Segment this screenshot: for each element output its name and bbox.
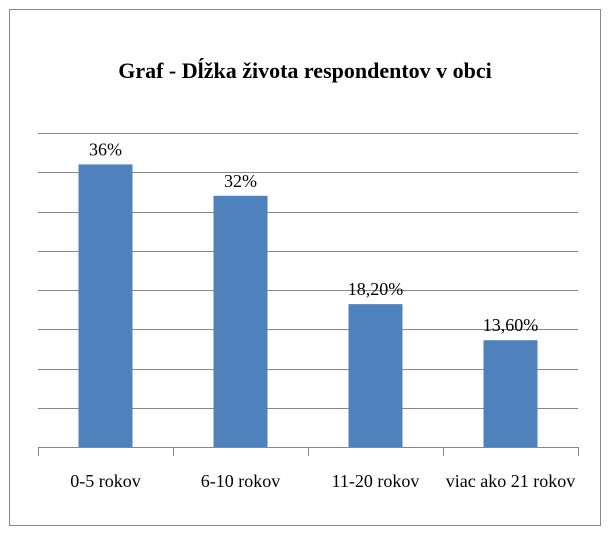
bar [78, 164, 133, 447]
bar [348, 304, 403, 447]
x-tick-label: 0-5 rokov [70, 471, 141, 491]
data-label: 13,60% [483, 315, 539, 335]
x-tick-label: viac ako 21 rokov [445, 471, 576, 491]
bar [483, 340, 538, 447]
data-label: 18,20% [348, 279, 404, 299]
data-label: 32% [224, 171, 257, 191]
x-tick-label: 6-10 rokov [200, 471, 281, 491]
chart-title: Graf - Dĺžka života respondentov v obci [118, 58, 492, 83]
x-tick-label: 11-20 rokov [331, 471, 420, 491]
data-label: 36% [89, 139, 122, 159]
bar [213, 195, 268, 447]
